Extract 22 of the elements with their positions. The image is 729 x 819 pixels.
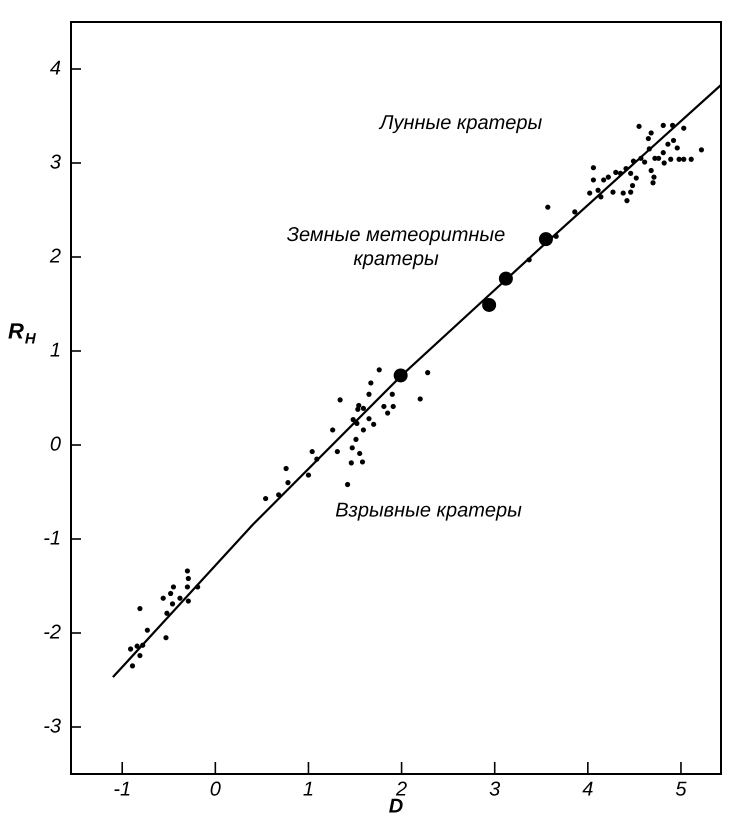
point <box>394 368 408 382</box>
x-tick-label: 3 <box>489 778 500 801</box>
x-tick-label: 5 <box>675 778 688 801</box>
point <box>538 232 553 246</box>
point <box>482 298 496 312</box>
annotation: Взрывные кратеры <box>335 499 522 522</box>
y-tick-label: -1 <box>43 528 61 550</box>
x-tick-label: 1 <box>302 778 314 801</box>
y-tick-label: 2 <box>48 246 61 268</box>
annotation: Лунные кратеры <box>378 112 542 134</box>
annotation: Земные метеоритные кратеры <box>286 224 506 270</box>
y-tick-label: -2 <box>43 622 61 644</box>
y-tick-label: 3 <box>50 152 61 174</box>
x-tick-label: -1 <box>113 778 132 801</box>
x-tick-label: 4 <box>582 778 594 801</box>
x-tick-label: 0 <box>210 778 221 801</box>
point <box>498 272 513 286</box>
y-tick-label: 4 <box>50 58 61 80</box>
y-tick-label: 1 <box>50 340 61 362</box>
y-tick-label: 0 <box>50 434 61 456</box>
y-tick-label: -3 <box>43 716 61 738</box>
x-axis-title: D <box>388 796 404 818</box>
